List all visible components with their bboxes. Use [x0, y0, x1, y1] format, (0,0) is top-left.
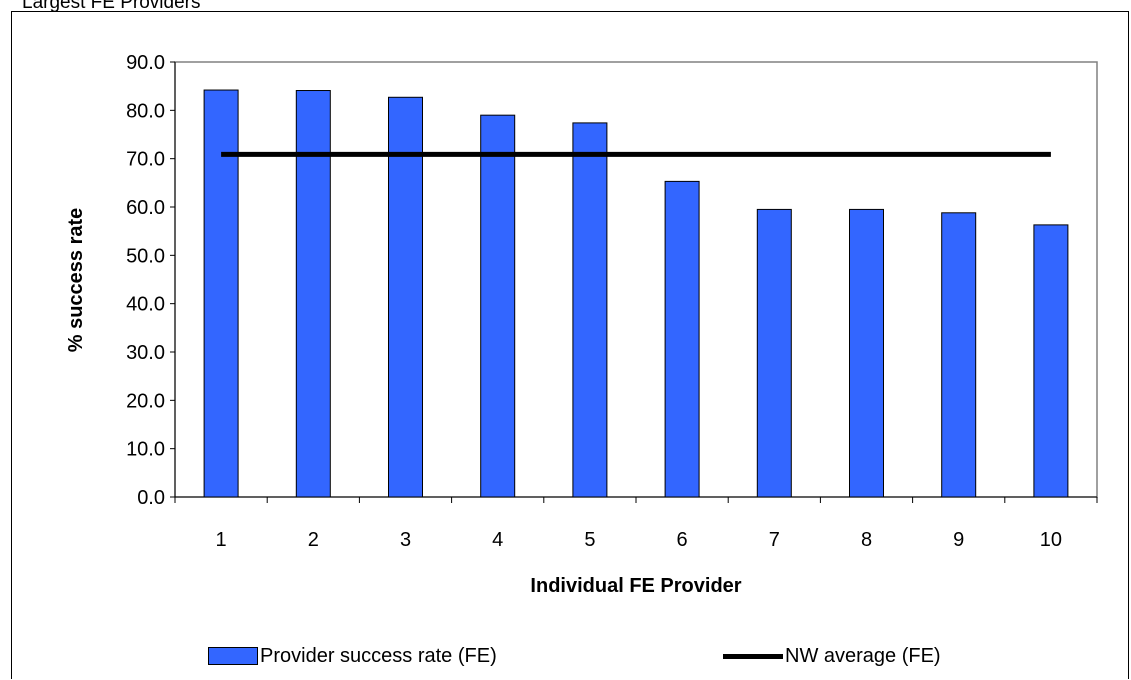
- bar: [572, 122, 608, 498]
- chart-title: Largest FE Providers: [22, 0, 201, 13]
- legend-label-bars: Provider success rate (FE): [260, 644, 497, 667]
- y-tick-labels: 0.0 10.0 20.0 30.0 40.0 50.0 60.0 70.0 80.0 90.0: [126, 52, 165, 509]
- bar: [203, 89, 239, 498]
- x-tick-label: 1: [216, 529, 227, 551]
- x-tick-label: 2: [308, 529, 319, 551]
- x-tick-label: 6: [677, 529, 688, 551]
- x-tick-label: 8: [861, 529, 872, 551]
- bar-series: [203, 89, 1069, 498]
- legend-swatch-line: [723, 653, 783, 659]
- x-tick-label: 5: [584, 529, 595, 551]
- y-tick-label: 40.0: [126, 294, 165, 316]
- bar: [849, 208, 884, 498]
- y-tick-label: 90.0: [126, 52, 165, 74]
- y-tick-label: 60.0: [126, 197, 165, 219]
- bar: [756, 208, 792, 498]
- y-tick-label: 70.0: [126, 149, 165, 171]
- x-tick-label: 3: [400, 529, 411, 551]
- y-tick-label: 30.0: [126, 342, 165, 364]
- legend-label-line: NW average (FE): [785, 644, 941, 667]
- bar: [664, 180, 700, 498]
- chart-frame: [11, 11, 1129, 679]
- x-axis-title: Individual FE Provider: [530, 575, 741, 597]
- legend-item-bars: Provider success rate (FE): [208, 643, 497, 669]
- bar: [941, 212, 977, 498]
- y-tick-label: 80.0: [126, 100, 165, 122]
- x-tick-labels: 1 2 3 4 5 6 7 8 9 10: [216, 529, 1062, 551]
- bar: [388, 96, 423, 498]
- bar: [1033, 224, 1069, 498]
- bar: [480, 114, 516, 498]
- bar: [295, 90, 331, 498]
- x-tick-label: 7: [769, 529, 780, 551]
- legend-swatch-bars: [208, 647, 258, 665]
- y-tick-label: 0.0: [137, 487, 165, 509]
- y-axis-title: % success rate: [65, 208, 87, 353]
- y-tick-label: 50.0: [126, 245, 165, 267]
- legend-item-line: NW average (FE): [723, 643, 941, 669]
- x-tick-label: 10: [1040, 529, 1062, 551]
- y-tick-label: 20.0: [126, 390, 165, 412]
- x-tick-label: 4: [492, 529, 503, 551]
- x-tick-label: 9: [953, 529, 964, 551]
- y-tick-label: 10.0: [126, 439, 165, 461]
